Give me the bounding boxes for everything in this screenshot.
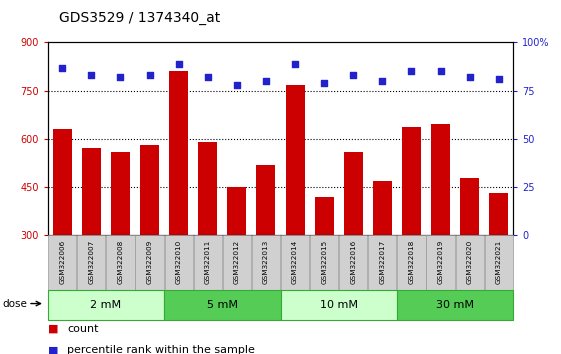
Bar: [82, 148, 101, 235]
Text: GSM322015: GSM322015: [321, 239, 327, 284]
Text: GSM322012: GSM322012: [234, 239, 240, 284]
Bar: [77, 235, 105, 290]
Text: GSM322006: GSM322006: [59, 239, 65, 284]
Text: GDS3529 / 1374340_at: GDS3529 / 1374340_at: [59, 11, 220, 25]
Bar: [256, 165, 275, 235]
Bar: [281, 235, 309, 290]
Point: [378, 78, 387, 84]
Point: [349, 73, 358, 78]
Point: [232, 82, 241, 88]
Text: GSM322019: GSM322019: [438, 239, 444, 284]
Text: dose: dose: [3, 298, 27, 309]
Text: ■: ■: [48, 345, 58, 354]
Bar: [198, 142, 217, 235]
Point: [436, 69, 445, 74]
Point: [87, 73, 96, 78]
Bar: [460, 178, 479, 235]
Bar: [252, 235, 280, 290]
Bar: [48, 235, 76, 290]
Point: [116, 74, 125, 80]
Bar: [223, 235, 251, 290]
Text: 5 mM: 5 mM: [207, 300, 238, 310]
Bar: [169, 71, 188, 235]
Text: 30 mM: 30 mM: [436, 300, 474, 310]
Bar: [339, 235, 367, 290]
Bar: [426, 235, 454, 290]
Bar: [397, 235, 426, 290]
Bar: [402, 127, 421, 235]
Text: GSM322013: GSM322013: [263, 239, 269, 284]
Bar: [397, 290, 513, 320]
Text: GSM322008: GSM322008: [117, 239, 123, 284]
Text: GSM322014: GSM322014: [292, 239, 298, 284]
Text: 2 mM: 2 mM: [90, 300, 121, 310]
Bar: [111, 153, 130, 235]
Bar: [489, 193, 508, 235]
Text: GSM322018: GSM322018: [408, 239, 415, 284]
Text: ■: ■: [48, 324, 58, 334]
Point: [203, 74, 212, 80]
Bar: [194, 235, 222, 290]
Text: GSM322016: GSM322016: [350, 239, 356, 284]
Bar: [286, 85, 305, 235]
Point: [465, 74, 474, 80]
Bar: [368, 235, 397, 290]
Bar: [315, 197, 334, 235]
Bar: [107, 235, 135, 290]
Point: [320, 80, 329, 86]
Point: [145, 73, 154, 78]
Bar: [164, 235, 193, 290]
Text: GSM322010: GSM322010: [176, 239, 182, 284]
Point: [407, 69, 416, 74]
Point: [174, 61, 183, 67]
Text: GSM322021: GSM322021: [496, 239, 502, 284]
Bar: [135, 235, 164, 290]
Bar: [227, 187, 246, 235]
Text: GSM322017: GSM322017: [379, 239, 385, 284]
Text: GSM322020: GSM322020: [467, 239, 473, 284]
Point: [291, 61, 300, 67]
Text: GSM322011: GSM322011: [205, 239, 211, 284]
Bar: [140, 145, 159, 235]
Bar: [373, 181, 392, 235]
Text: GSM322009: GSM322009: [146, 239, 153, 284]
Text: 10 mM: 10 mM: [320, 300, 358, 310]
Point: [261, 78, 270, 84]
Bar: [53, 129, 72, 235]
Text: GSM322007: GSM322007: [88, 239, 94, 284]
Bar: [280, 290, 397, 320]
Bar: [485, 235, 513, 290]
Bar: [456, 235, 484, 290]
Text: percentile rank within the sample: percentile rank within the sample: [67, 345, 255, 354]
Point: [494, 76, 503, 82]
Bar: [310, 235, 338, 290]
Bar: [431, 125, 450, 235]
Point: [58, 65, 67, 70]
Text: count: count: [67, 324, 99, 334]
Bar: [164, 290, 280, 320]
Bar: [344, 152, 363, 235]
Bar: [48, 290, 164, 320]
